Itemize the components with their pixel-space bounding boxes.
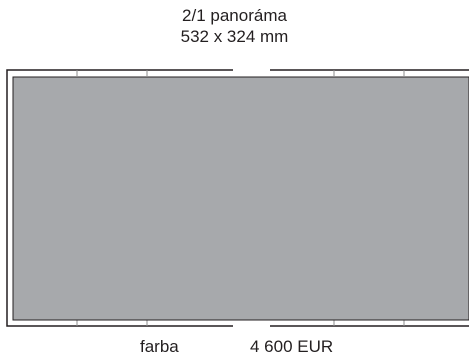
ad-area (12, 76, 469, 321)
spread-dimensions: 532 x 324 mm (180, 27, 289, 46)
spread-name: 2/1 panoráma (182, 6, 287, 25)
top-ticks (76, 70, 405, 76)
left-page-outline (6, 69, 233, 327)
bottom-ticks (76, 320, 405, 326)
color-label: farba (140, 337, 179, 356)
price-label: 4 600 EUR (250, 337, 334, 356)
right-page-outline (270, 69, 469, 327)
